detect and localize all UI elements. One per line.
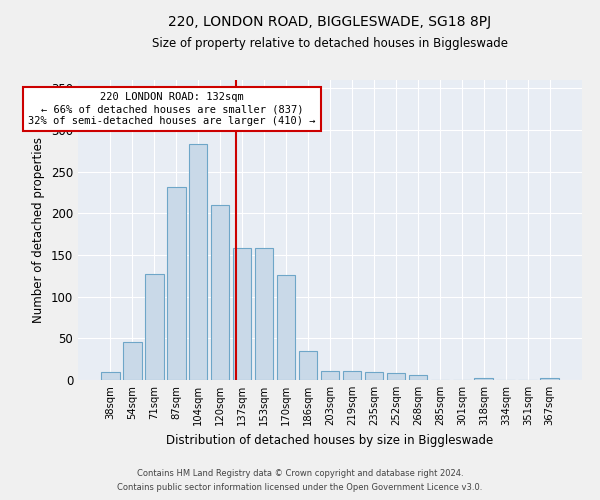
Bar bbox=[386, 374, 405, 380]
Bar bbox=[541, 378, 559, 380]
Bar bbox=[365, 372, 383, 380]
Bar bbox=[211, 205, 229, 380]
Text: Size of property relative to detached houses in Biggleswade: Size of property relative to detached ho… bbox=[152, 38, 508, 51]
Bar bbox=[255, 248, 274, 380]
Bar bbox=[123, 342, 142, 380]
Text: Contains public sector information licensed under the Open Government Licence v3: Contains public sector information licen… bbox=[118, 484, 482, 492]
Text: 220 LONDON ROAD: 132sqm
← 66% of detached houses are smaller (837)
32% of semi-d: 220 LONDON ROAD: 132sqm ← 66% of detache… bbox=[28, 92, 316, 126]
Bar bbox=[189, 144, 208, 380]
Bar bbox=[409, 375, 427, 380]
Bar bbox=[101, 372, 119, 380]
Text: 220, LONDON ROAD, BIGGLESWADE, SG18 8PJ: 220, LONDON ROAD, BIGGLESWADE, SG18 8PJ bbox=[169, 15, 491, 29]
Bar bbox=[475, 378, 493, 380]
Bar bbox=[343, 371, 361, 380]
Bar bbox=[145, 274, 164, 380]
Text: Contains HM Land Registry data © Crown copyright and database right 2024.: Contains HM Land Registry data © Crown c… bbox=[137, 468, 463, 477]
Bar bbox=[299, 351, 317, 380]
X-axis label: Distribution of detached houses by size in Biggleswade: Distribution of detached houses by size … bbox=[166, 434, 494, 446]
Y-axis label: Number of detached properties: Number of detached properties bbox=[32, 137, 46, 323]
Bar bbox=[233, 248, 251, 380]
Bar bbox=[277, 275, 295, 380]
Bar bbox=[167, 186, 185, 380]
Bar bbox=[320, 371, 340, 380]
